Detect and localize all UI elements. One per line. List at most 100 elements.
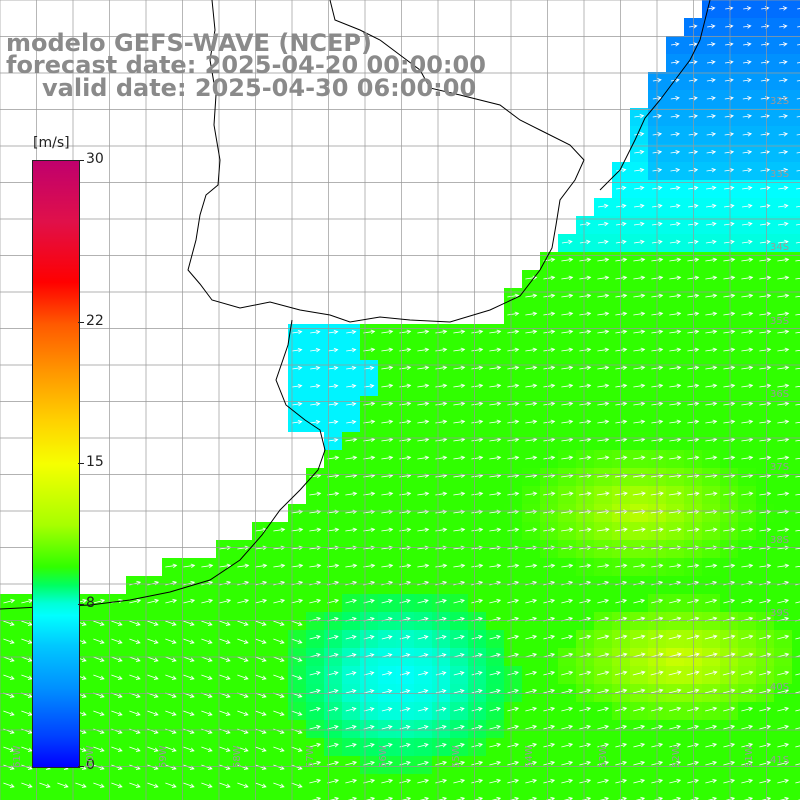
wind-cell	[792, 792, 800, 800]
wind-arrow	[668, 688, 682, 694]
wind-cell	[0, 720, 18, 738]
wind-cell	[666, 702, 684, 720]
wind-arrow	[686, 491, 700, 496]
wind-cell	[720, 702, 738, 720]
wind-cell	[630, 450, 648, 468]
wind-arrow	[309, 724, 321, 730]
wind-cell	[558, 378, 576, 396]
wind-cell	[342, 558, 360, 576]
wind-cell	[630, 324, 648, 342]
wind-cell	[378, 666, 396, 684]
wind-cell	[756, 180, 774, 198]
wind-arrow	[507, 437, 520, 443]
wind-cell	[216, 684, 234, 702]
wind-arrow	[741, 527, 754, 533]
wind-arrow	[543, 401, 556, 407]
wind-arrow	[309, 491, 322, 497]
wind-cell	[468, 792, 486, 800]
wind-cell	[702, 540, 720, 558]
wind-arrow	[705, 365, 718, 371]
wind-arrow	[796, 62, 800, 64]
wind-cell	[576, 702, 594, 720]
wind-cell	[360, 774, 378, 792]
wind-arrow	[489, 455, 502, 461]
wind-cell	[666, 504, 684, 522]
wind-arrow	[724, 149, 735, 155]
wind-arrow	[453, 689, 465, 694]
wind-cell	[522, 666, 540, 684]
wind-arrow	[777, 670, 790, 676]
wind-arrow	[597, 257, 610, 263]
wind-arrow	[273, 638, 285, 644]
wind-arrow	[795, 457, 800, 460]
wind-arrow	[561, 778, 574, 784]
wind-cell	[288, 378, 306, 396]
wind-arrow	[345, 598, 357, 604]
wind-cell	[522, 270, 540, 288]
wind-arrow	[489, 491, 502, 497]
wind-cell	[504, 630, 522, 648]
colorbar-unit: [m/s]	[33, 135, 70, 151]
wind-arrow	[759, 383, 772, 389]
wind-arrow	[435, 635, 447, 640]
wind-cell	[684, 378, 702, 396]
longitude-label: 57W	[304, 745, 316, 768]
wind-arrow	[309, 598, 322, 604]
wind-cell	[738, 216, 756, 234]
wind-cell	[342, 540, 360, 558]
wind-cell	[702, 504, 720, 522]
wind-cell	[108, 630, 126, 648]
wind-cell	[306, 522, 324, 540]
wind-arrow	[93, 746, 105, 752]
wind-cell	[720, 612, 738, 630]
wind-arrow	[632, 652, 646, 658]
wind-cell	[288, 342, 306, 360]
wind-arrow	[165, 656, 177, 662]
wind-cell	[126, 774, 144, 792]
wind-arrow	[147, 674, 159, 680]
wind-arrow	[705, 311, 718, 317]
wind-cell	[522, 612, 540, 630]
wind-cell	[486, 342, 504, 360]
wind-cell	[252, 522, 270, 540]
wind-cell	[0, 630, 18, 648]
wind-cell	[450, 774, 468, 792]
wind-cell	[630, 594, 648, 612]
wind-cell	[288, 612, 306, 630]
wind-cell	[540, 378, 558, 396]
wind-arrow	[795, 259, 800, 262]
wind-cell	[612, 612, 630, 630]
wind-cell	[540, 450, 558, 468]
wind-cell	[774, 522, 792, 540]
wind-arrow	[75, 782, 87, 788]
wind-arrow	[705, 419, 718, 425]
wind-arrow	[669, 778, 682, 784]
wind-cell	[630, 774, 648, 792]
wind-cell	[504, 666, 522, 684]
wind-cell	[306, 504, 324, 522]
wind-arrow	[579, 760, 592, 766]
wind-arrow	[381, 491, 394, 497]
wind-arrow	[669, 563, 682, 569]
wind-cell	[414, 756, 432, 774]
wind-arrow	[777, 365, 790, 371]
wind-cell	[576, 324, 594, 342]
wind-cell	[324, 738, 342, 756]
wind-arrow	[381, 742, 393, 748]
wind-arrow	[722, 670, 736, 676]
wind-cell	[684, 468, 702, 486]
wind-arrow	[668, 634, 682, 640]
wind-arrow	[615, 419, 628, 425]
wind-arrow	[417, 563, 430, 569]
wind-arrow	[111, 620, 123, 626]
wind-cell	[36, 774, 54, 792]
wind-cell	[396, 576, 414, 594]
wind-cell	[180, 684, 198, 702]
wind-cell	[702, 18, 720, 36]
wind-cell	[612, 540, 630, 558]
wind-cell	[702, 252, 720, 270]
wind-cell	[684, 738, 702, 756]
wind-cell	[558, 486, 576, 504]
